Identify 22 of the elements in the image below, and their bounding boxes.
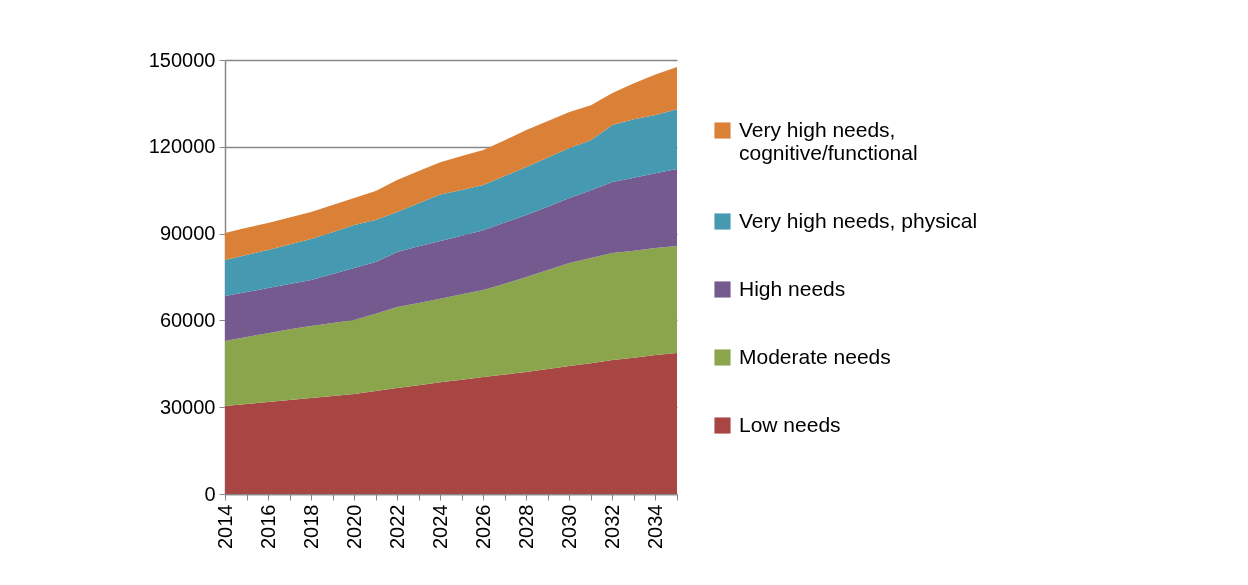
legend-label: High needs [739,276,846,300]
y-tick-label: 150000 [148,48,216,71]
legend-label: Very high needs, physical [739,208,978,232]
x-tick-label: 2032 [600,504,623,549]
x-tick-label: 2030 [557,504,580,549]
x-tick-label: 2026 [471,504,494,549]
y-tick-label: 30000 [159,395,216,418]
legend-label: Moderate needs [739,344,891,368]
y-tick-label: 120000 [148,135,216,158]
x-tick-label: 2016 [256,504,279,549]
y-tick-label: 60000 [159,308,216,331]
x-tick-label: 2024 [428,504,451,549]
x-tick-label: 2020 [342,504,365,549]
x-tick-label: 2028 [514,504,537,549]
x-tick-label: 2018 [299,504,322,549]
x-tick-label: 2034 [643,504,666,549]
y-tick-label: 0 [204,482,216,505]
y-tick-label: 90000 [159,222,216,245]
x-tick-label: 2014 [213,504,236,549]
x-tick-label: 2022 [385,504,408,549]
legend-label: Very high needs, cognitive/functional [739,117,918,164]
legend-label: Low needs [739,412,841,436]
